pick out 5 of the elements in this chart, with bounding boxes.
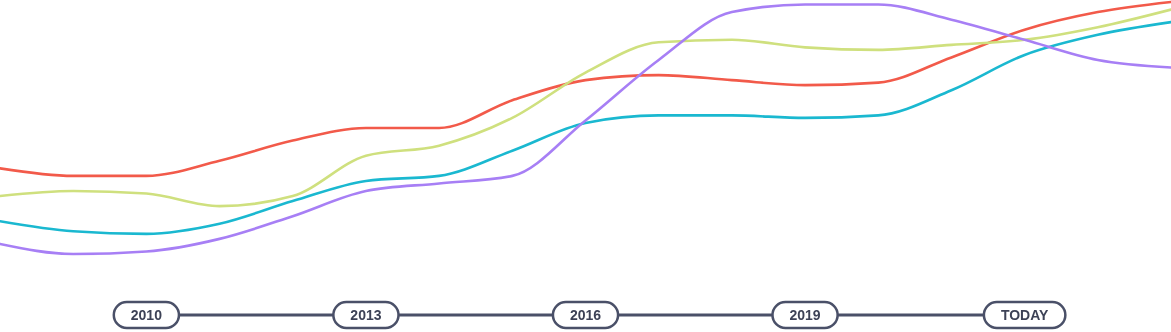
x-tick-label: 2019 (789, 306, 821, 323)
x-tick-label: TODAY (1000, 306, 1050, 323)
x-tick-label: 2010 (130, 306, 163, 323)
x-tick-label: 2016 (569, 306, 602, 323)
x-tick-label: 2013 (350, 306, 382, 323)
